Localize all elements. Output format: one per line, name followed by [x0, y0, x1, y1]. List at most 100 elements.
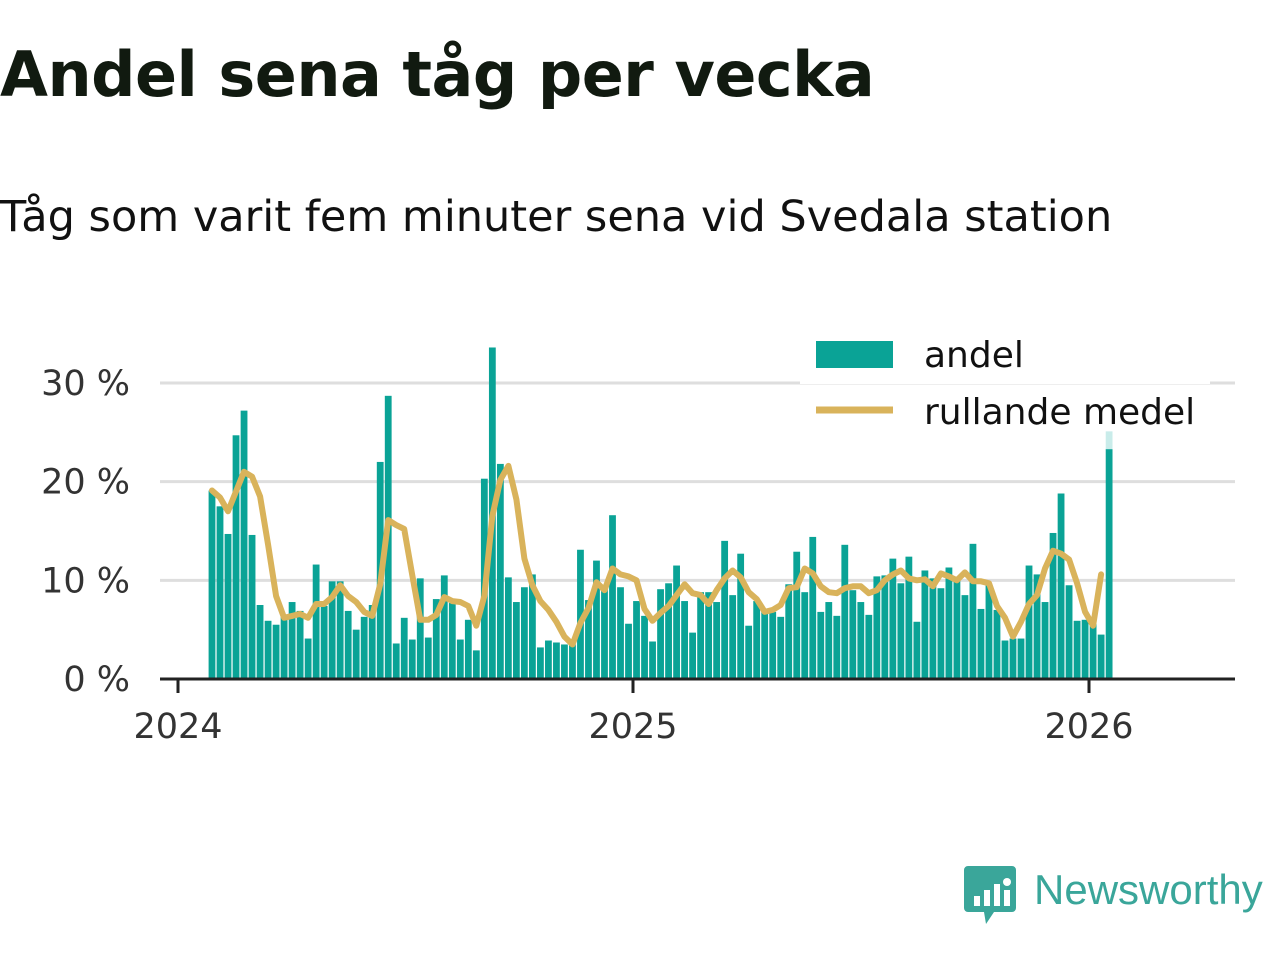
bar [232, 435, 240, 679]
x-tick-label: 2026 [1044, 707, 1133, 747]
line-series-rullande-medel [209, 462, 1105, 648]
bar [1049, 532, 1057, 679]
brand-name: Newsworthy [1034, 866, 1263, 913]
bar [745, 625, 753, 679]
x-tick-label: 2025 [588, 707, 677, 747]
bar [553, 642, 560, 679]
bar [1057, 493, 1065, 679]
bar-partial [1105, 431, 1113, 450]
legend-label-andel: andel [924, 335, 1024, 376]
bar [569, 644, 576, 679]
bar [753, 601, 761, 679]
bar [296, 610, 304, 679]
bar [889, 558, 897, 679]
bar [256, 605, 264, 679]
bar [240, 410, 248, 679]
bar [841, 544, 849, 679]
bar [1041, 602, 1049, 679]
bar [1097, 634, 1105, 679]
bar [681, 601, 688, 679]
bar [416, 578, 424, 679]
bar [1033, 574, 1041, 679]
bar [456, 639, 464, 679]
bar [496, 463, 504, 679]
bar [809, 536, 817, 679]
bar [785, 584, 793, 679]
bar [625, 623, 632, 679]
bar-series-andel [208, 347, 1113, 679]
legend-swatch-andel [816, 341, 893, 368]
bar [649, 641, 656, 679]
bar [633, 601, 640, 679]
bar [504, 577, 512, 679]
bar [360, 616, 368, 679]
bar [216, 506, 224, 679]
chart-title: Andel sena tåg per vecka [0, 38, 875, 111]
y-tick-label: 10 % [41, 561, 130, 601]
newsworthy-logo-icon [964, 866, 1016, 924]
legend-label-rullande-medel: rullande medel [924, 392, 1195, 433]
bar [464, 619, 472, 679]
bar [929, 578, 937, 679]
bar [288, 602, 296, 679]
bar [352, 629, 360, 679]
bar [1009, 638, 1017, 679]
bar [585, 600, 592, 679]
y-axis-ticks: 0 % 10 % 20 % 30 % [41, 364, 130, 700]
bar [873, 576, 881, 679]
bar [777, 616, 785, 679]
bar [953, 579, 961, 679]
bar [617, 587, 624, 679]
bar [432, 599, 440, 679]
newsworthy-logo: Newsworthy [964, 864, 1280, 928]
y-tick-label: 30 % [41, 364, 130, 404]
bar [945, 567, 953, 679]
bar [769, 611, 777, 679]
bar [448, 603, 456, 679]
bar [905, 556, 913, 679]
y-tick-label: 0 % [63, 660, 130, 700]
bar [440, 575, 448, 679]
bar [545, 640, 552, 679]
bar [697, 592, 705, 679]
bar [601, 585, 608, 679]
bar [280, 616, 288, 679]
bar [1081, 619, 1089, 679]
bar [1025, 565, 1033, 679]
bar [392, 643, 400, 679]
bar [921, 570, 929, 679]
bar [985, 585, 993, 679]
bar [312, 564, 320, 679]
bar [865, 614, 873, 679]
bar [737, 553, 745, 679]
bar [881, 575, 889, 679]
x-axis-ticks: 2024 2025 2026 [133, 707, 1133, 747]
bar [897, 583, 905, 679]
x-tick-label: 2024 [133, 707, 222, 747]
bar [529, 574, 536, 679]
bar [657, 589, 664, 679]
bar [408, 639, 416, 679]
x-axis [160, 677, 1235, 693]
bar [224, 533, 232, 679]
y-tick-label: 20 % [41, 463, 130, 503]
bar [713, 602, 721, 679]
bar [825, 602, 833, 679]
bar [264, 620, 272, 679]
bar [593, 560, 600, 679]
bar [1089, 623, 1097, 679]
bar [561, 644, 568, 679]
bar [721, 540, 729, 679]
chart-subtitle: Tåg som varit fem minuter sena vid Sveda… [0, 192, 1113, 242]
bar [641, 615, 648, 679]
bar [400, 617, 408, 679]
bar [793, 551, 801, 679]
bar [424, 637, 432, 679]
bar [1017, 638, 1025, 679]
bar [705, 592, 713, 679]
bar [937, 588, 945, 679]
bar [1073, 620, 1081, 679]
bar [1001, 640, 1009, 679]
bar [849, 590, 857, 679]
